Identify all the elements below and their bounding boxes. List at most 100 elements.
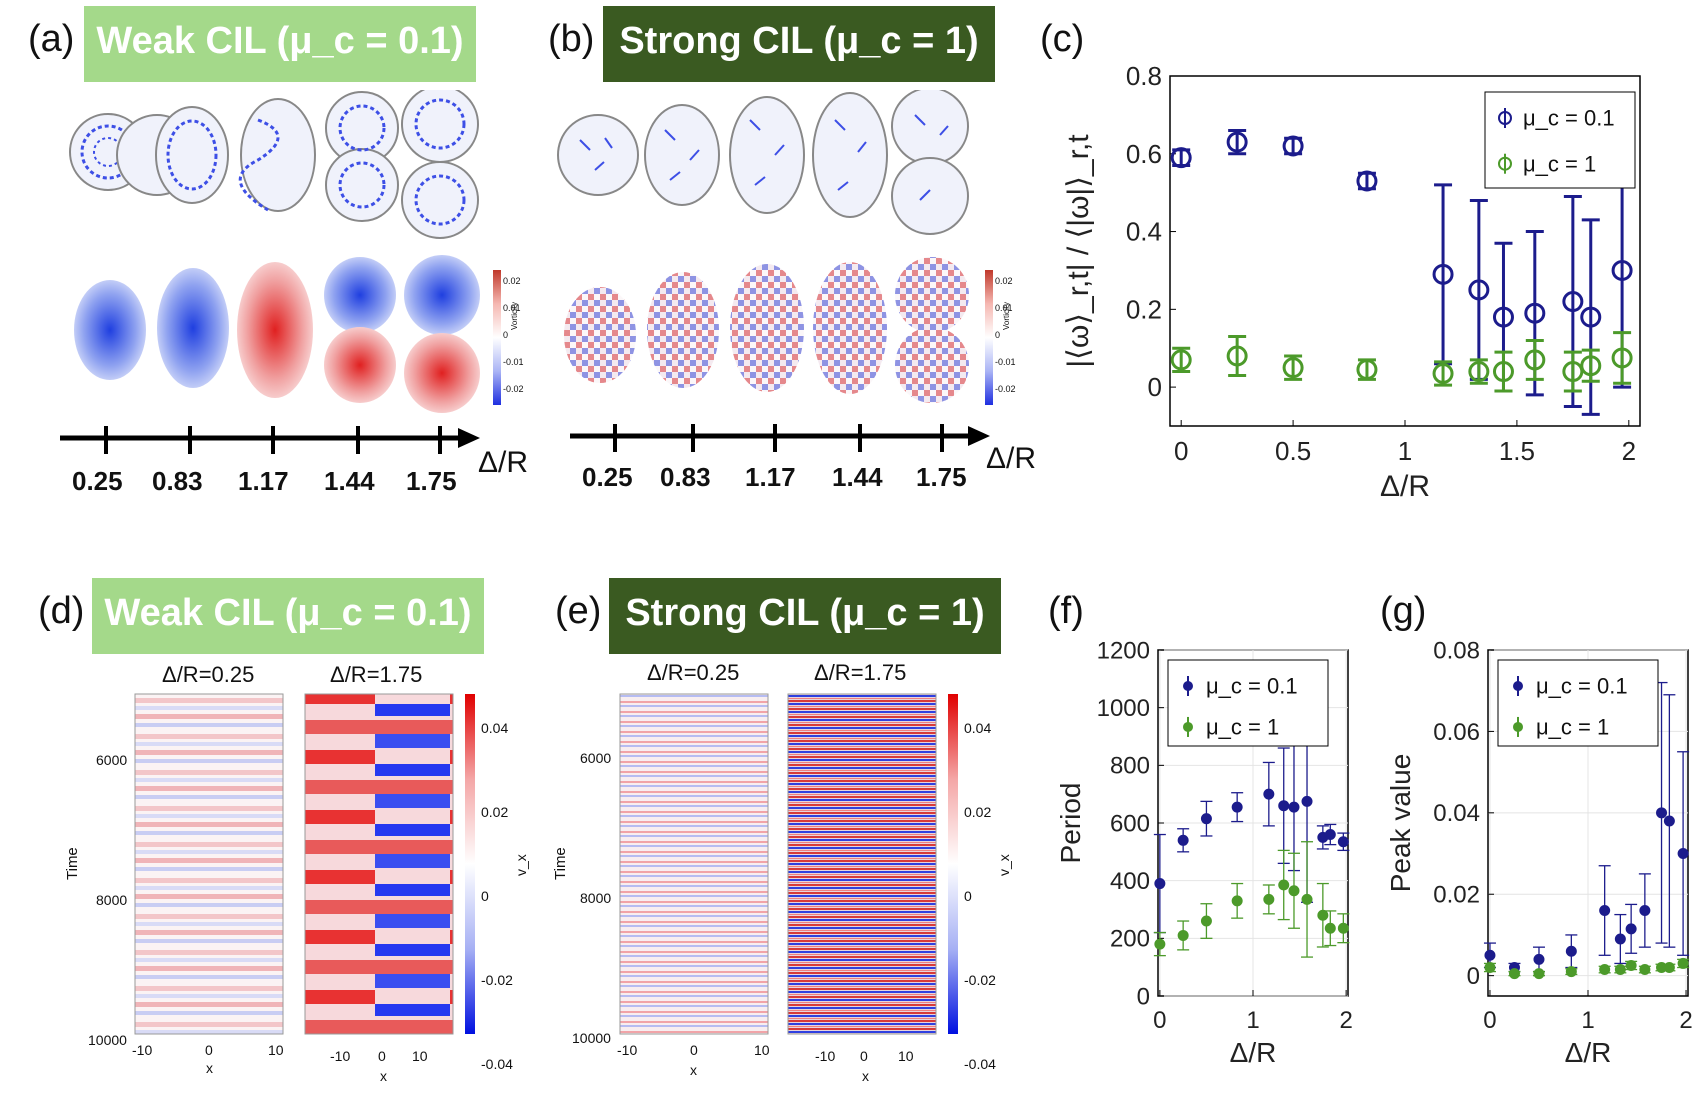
strong-vorticity-maps — [564, 257, 969, 403]
chart-g-xlabel: Δ/R — [1565, 1037, 1612, 1068]
kymo-ytick-d-0: 6000 — [96, 752, 128, 768]
chart-g-point — [1565, 945, 1577, 957]
kymo-xtick-d1-2: 10 — [268, 1042, 284, 1058]
chart-c-point — [1562, 291, 1584, 313]
delta-axis-label-a: Δ/R — [478, 446, 529, 479]
kymo-xlabel-e1: x — [690, 1062, 697, 1078]
delta-tick-a-1: 0.83 — [152, 466, 203, 496]
chart-f-point — [1278, 800, 1290, 812]
chart-g-legend-marker — [1513, 721, 1523, 732]
chart-c-ytick-label: 0.4 — [1126, 217, 1162, 247]
chart-c-point — [1468, 361, 1490, 383]
kymo-ytick-e-2: 10000 — [572, 1030, 611, 1046]
chart-g-legend-label: μ_c = 0.1 — [1536, 674, 1628, 699]
chart-c-legend-label: μ_c = 1 — [1523, 151, 1596, 176]
chart-f-point — [1278, 879, 1290, 891]
weak-cil-banner-bottom: Weak CIL (μ_c = 0.1) — [92, 578, 484, 654]
chart-g-point — [1484, 962, 1496, 974]
chart-c-ytick-label: 0 — [1148, 372, 1162, 402]
chart-c: 0 0.2 0.4 0.6 0.8 0 0.5 1 1.5 2 Δ/R |⟨ω⟩_r,t| / ⟨|ω… — [1062, 61, 1641, 503]
chart-f-point — [1301, 795, 1313, 807]
kymograph-weak-175 — [304, 693, 454, 1035]
chart-c-point — [1432, 363, 1454, 384]
kymo-xtick-d2-1: 0 — [378, 1048, 386, 1064]
chart-f-ytick-label: 1000 — [1097, 695, 1150, 722]
chart-g-xtick-label: 0 — [1483, 1007, 1496, 1034]
chart-f-legend-label: μ_c = 1 — [1206, 715, 1279, 740]
kymo-ylabel-d: Time — [64, 847, 81, 880]
chart-f-point — [1337, 836, 1349, 848]
kymo-xtick-e2-2: 10 — [898, 1048, 914, 1064]
kymo-xlabel-d2: x — [380, 1068, 387, 1084]
kymo-ytick-d-2: 10000 — [88, 1032, 127, 1048]
chart-f-point — [1337, 922, 1349, 934]
chart-f-xlabel: Δ/R — [1230, 1037, 1277, 1068]
kymo-xtick-e1-0: -10 — [617, 1042, 638, 1058]
chart-g-xtick-label: 1 — [1581, 1007, 1594, 1034]
chart-g-ytick-label: 0.06 — [1433, 719, 1480, 746]
kymo-title-e-2: Δ/R=1.75 — [814, 660, 907, 685]
chart-g-point — [1639, 964, 1651, 976]
chart-f-legend — [1167, 659, 1329, 747]
chart-g-ytick-label: 0.02 — [1433, 882, 1480, 909]
chart-c-point — [1611, 347, 1633, 369]
kymo-colorbar-label-d: v_x — [513, 854, 529, 876]
vorticity-colorbar-b — [985, 270, 993, 405]
chart-g-point — [1508, 968, 1520, 980]
chart-c-xtick-label: 1.5 — [1499, 436, 1535, 466]
chart-f-legend-marker — [1183, 681, 1193, 691]
delta-tick-b-4: 1.75 — [916, 462, 967, 492]
chart-c-ytick-label: 0.6 — [1126, 139, 1162, 169]
chart-g-legend-marker — [1513, 681, 1523, 691]
delta-tick-b-2: 1.17 — [745, 462, 796, 492]
kymo-xtick-d2-2: 10 — [412, 1048, 428, 1064]
chart-g-point — [1656, 807, 1668, 819]
delta-tick-b-0: 0.25 — [582, 462, 633, 492]
chart-g-point — [1565, 966, 1577, 978]
chart-f-ytick-label: 600 — [1110, 810, 1150, 837]
kymo-colorbar-ticks-e: 0.04 0.02 0 -0.02 -0.04 — [964, 720, 996, 1072]
chart-f-xtick-label: 2 — [1339, 1007, 1352, 1034]
chart-f-point — [1200, 813, 1212, 825]
chart-f: 0 200 400 600 800 1000 1200 0 1 2 Δ/R Period μ_c = 0… — [1055, 640, 1353, 1068]
chart-c-point — [1468, 279, 1490, 301]
vorticity-colorbar-ticks-b: 0.02 0.01 0 -0.01 -0.02 — [995, 276, 1016, 394]
kymo-xtick-e2-0: -10 — [815, 1048, 836, 1064]
chart-c-point — [1282, 135, 1304, 157]
chart-c-point — [1562, 361, 1584, 383]
chart-c-point — [1356, 359, 1378, 381]
chart-f-xtick-label: 0 — [1153, 1007, 1166, 1034]
chart-g-point — [1614, 933, 1626, 945]
panel-label-a: (a) — [28, 18, 75, 60]
kymo-xtick-e1-1: 0 — [690, 1042, 698, 1058]
chart-g-point — [1533, 968, 1545, 980]
chart-c-point — [1524, 349, 1546, 371]
chart-g-point — [1625, 923, 1637, 935]
chart-g-point — [1677, 848, 1689, 860]
chart-g-point — [1663, 815, 1675, 827]
chart-c-point — [1226, 345, 1248, 367]
chart-g-point — [1614, 964, 1626, 976]
chart-c-xtick-label: 1 — [1398, 436, 1412, 466]
chart-f-legend-label: μ_c = 0.1 — [1206, 674, 1298, 699]
vorticity-colorbar-ticks-a: 0.02 0.01 0 -0.01 -0.02 — [503, 276, 524, 394]
chart-f-point — [1263, 893, 1275, 905]
chart-c-legend-marker — [1498, 111, 1512, 125]
kymo-xlabel-e2: x — [862, 1068, 869, 1084]
chart-c-xtick-label: 0 — [1174, 436, 1188, 466]
kymograph-weak-025 — [134, 693, 284, 1035]
chart-f-ytick-label: 1200 — [1097, 640, 1150, 664]
chart-c-ytick-label: 0.8 — [1126, 61, 1162, 91]
chart-g-xtick-label: 2 — [1679, 1007, 1692, 1034]
vorticity-colorbar-title-a: Vorticity — [510, 301, 519, 330]
chart-c-ytick-label: 0.2 — [1126, 294, 1162, 324]
panel-label-d: (d) — [38, 590, 85, 632]
kymo-ytick-d-1: 8000 — [96, 892, 128, 908]
chart-f-point — [1263, 788, 1275, 800]
kymo-xtick-d1-1: 0 — [205, 1042, 213, 1058]
chart-g-point — [1533, 953, 1545, 965]
kymo-title-e-1: Δ/R=0.25 — [647, 660, 740, 685]
kymo-colorbar-e-gradient — [948, 694, 958, 1034]
strong-cil-banner-top: Strong CIL (μ_c = 1) — [603, 6, 995, 82]
chart-c-point — [1432, 263, 1454, 285]
